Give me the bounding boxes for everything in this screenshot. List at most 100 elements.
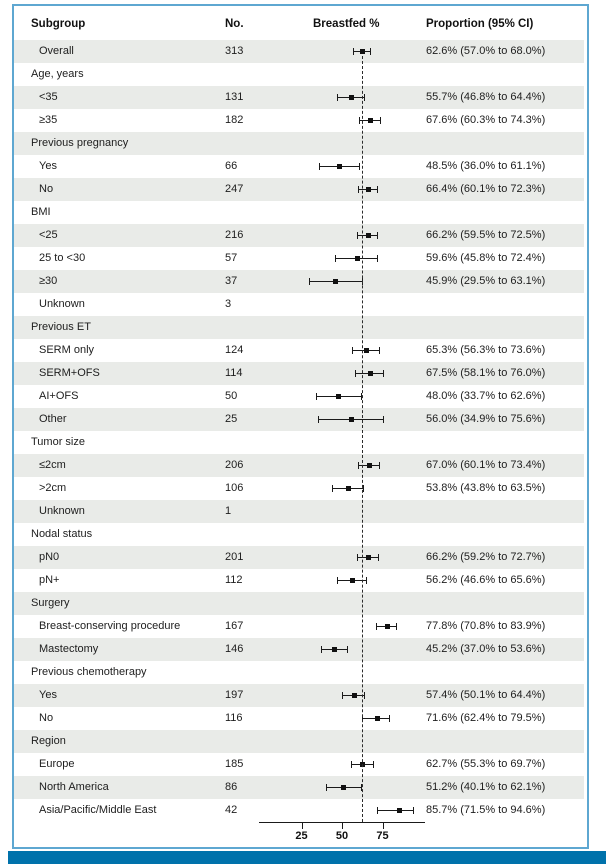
ci-text: 62.6% (57.0% to 68.0%): [426, 45, 546, 57]
ci-text: 67.0% (60.1% to 73.4%): [426, 459, 546, 471]
n-value: 182: [225, 114, 244, 126]
ci-cap-left: [317, 416, 319, 423]
table-row: Other 25 56.0% (34.9% to 75.6%): [14, 408, 584, 431]
n-value: 131: [225, 91, 244, 103]
ci-cap-right: [370, 48, 372, 55]
subgroup-label: Unknown: [39, 505, 85, 517]
ci-cap-left: [358, 462, 360, 469]
n-value: 197: [225, 689, 244, 701]
subgroup-label: Nodal status: [31, 528, 93, 540]
ci-cap-left: [336, 94, 338, 101]
n-value: 66: [225, 160, 238, 172]
ci-text: 66.2% (59.2% to 72.7%): [426, 551, 546, 563]
ci-text: 77.8% (70.8% to 83.9%): [426, 620, 546, 632]
n-value: 114: [225, 367, 243, 379]
ci-cap-left: [350, 761, 352, 768]
ci-text: 53.8% (43.8% to 63.5%): [426, 482, 546, 494]
ci-cap-right: [359, 163, 360, 170]
table-row: pN+ 112 56.2% (46.6% to 65.6%): [14, 569, 584, 592]
section-row: Age, years: [14, 63, 584, 86]
x-axis-tick: [342, 823, 343, 829]
table-row: Overall 313 62.6% (57.0% to 68.0%): [14, 40, 584, 63]
ci-cap-right: [382, 416, 384, 423]
point-estimate-marker: [368, 118, 373, 123]
x-axis-tick-label: 75: [376, 830, 389, 842]
table-row: Yes 197 57.4% (50.1% to 64.4%): [14, 684, 584, 707]
subgroup-label: No: [39, 183, 54, 195]
section-row: Surgery: [14, 592, 584, 615]
ci-text: 59.6% (45.8% to 72.4%): [426, 252, 546, 264]
ci-cap-left: [376, 807, 378, 814]
subgroup-label: pN+: [39, 574, 60, 586]
ci-cap-left: [335, 255, 337, 262]
reference-line: [362, 56, 364, 822]
point-estimate-marker: [351, 693, 357, 698]
subgroup-label: North America: [39, 781, 109, 793]
section-row: Previous ET: [14, 316, 584, 339]
ci-cap-left: [308, 278, 310, 285]
ci-text: 51.2% (40.1% to 62.1%): [426, 781, 546, 793]
ci-cap-left: [375, 623, 377, 630]
subgroup-label: ≥30: [39, 275, 58, 287]
point-estimate-marker: [337, 164, 343, 169]
subgroup-label: Previous pregnancy: [31, 137, 129, 149]
ci-cap-left: [315, 393, 317, 400]
subgroup-label: Europe: [39, 758, 75, 770]
point-estimate-marker: [345, 486, 351, 491]
ci-text: 67.5% (58.1% to 76.0%): [426, 367, 546, 379]
table-row: ≥30 37 45.9% (29.5% to 63.1%): [14, 270, 584, 293]
point-estimate-marker: [397, 808, 403, 813]
table-row: SERM+OFS 114 67.5% (58.1% to 76.0%): [14, 362, 584, 385]
n-value: 3: [225, 298, 232, 310]
table-row: >2cm 106 53.8% (43.8% to 63.5%): [14, 477, 584, 500]
point-estimate-marker: [359, 49, 365, 54]
ci-cap-left: [356, 554, 358, 561]
ci-cap-right: [377, 554, 379, 561]
ci-cap-left: [353, 48, 355, 55]
table-row: <35 131 55.7% (46.8% to 64.4%): [14, 86, 584, 109]
n-value: 185: [225, 758, 244, 770]
subgroup-label: No: [39, 712, 54, 724]
ci-cap-right: [378, 462, 380, 469]
subgroup-label: SERM+OFS: [39, 367, 100, 379]
ci-cap-right: [377, 186, 379, 193]
table-row: Europe 185 62.7% (55.3% to 69.7%): [14, 753, 584, 776]
subgroup-label: pN0: [39, 551, 60, 563]
ci-cap-left: [332, 485, 333, 492]
ci-text: 66.2% (59.5% to 72.5%): [426, 229, 546, 241]
subgroup-label: AI+OFS: [39, 390, 79, 402]
ci-cap-right: [388, 715, 390, 722]
subgroup-label: BMI: [31, 206, 51, 218]
ci-cap-left: [342, 692, 344, 699]
ci-cap-left: [319, 163, 321, 170]
point-estimate-marker: [384, 624, 390, 629]
ci-cap-right: [364, 94, 366, 101]
n-value: 206: [225, 459, 244, 471]
table-row: pN0 201 66.2% (59.2% to 72.7%): [14, 546, 584, 569]
subgroup-label: ≥35: [39, 114, 58, 126]
x-axis-tick-label: 25: [295, 830, 308, 842]
ci-error-bar: [376, 810, 415, 811]
subgroup-label: Asia/Pacific/Middle East: [39, 804, 157, 816]
point-estimate-marker: [341, 785, 347, 790]
point-estimate-marker: [331, 647, 337, 652]
ci-cap-right: [366, 577, 368, 584]
ci-text: 65.3% (56.3% to 73.6%): [426, 344, 546, 356]
table-row: North America 86 51.2% (40.1% to 62.1%): [14, 776, 584, 799]
ci-text: 48.5% (36.0% to 61.1%): [426, 160, 546, 172]
subgroup-label: Overall: [39, 45, 74, 57]
n-value: 112: [225, 574, 243, 586]
point-estimate-marker: [332, 279, 338, 284]
ci-text: 57.4% (50.1% to 64.4%): [426, 689, 546, 701]
ci-cap-left: [320, 646, 322, 653]
section-row: Previous pregnancy: [14, 132, 584, 155]
ci-cap-left: [326, 784, 327, 791]
point-estimate-marker: [336, 394, 342, 399]
n-value: 1: [225, 505, 232, 517]
table-row: 25 to <30 57 59.6% (45.8% to 72.4%): [14, 247, 584, 270]
n-value: 57: [225, 252, 238, 264]
section-row: Region: [14, 730, 584, 753]
point-estimate-marker: [355, 256, 361, 261]
subgroup-label: Age, years: [31, 68, 84, 80]
